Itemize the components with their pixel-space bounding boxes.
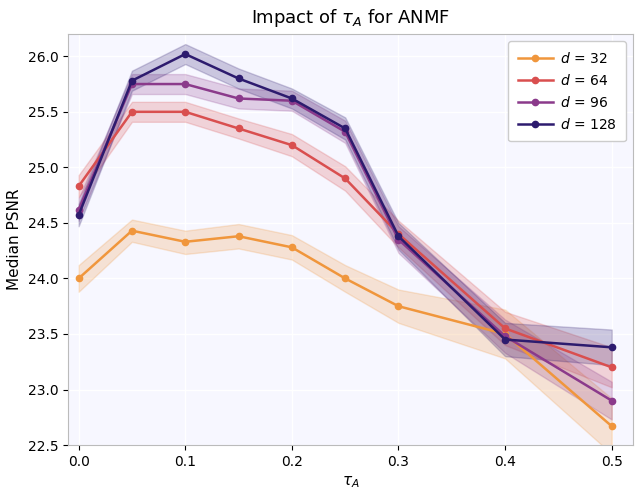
$d$ = 64 [501, 326, 509, 331]
Line: $d$ = 128: $d$ = 128 [76, 51, 615, 350]
$d$ = 128 [181, 51, 189, 57]
$d$ = 96 [181, 81, 189, 87]
$d$ = 128 [288, 95, 296, 101]
Legend: $d$ = 32, $d$ = 64, $d$ = 96, $d$ = 128: $d$ = 32, $d$ = 64, $d$ = 96, $d$ = 128 [508, 41, 626, 141]
$d$ = 64 [235, 126, 243, 132]
$d$ = 64 [181, 109, 189, 115]
$d$ = 96 [288, 98, 296, 104]
$d$ = 96 [395, 237, 403, 243]
$d$ = 96 [608, 398, 616, 404]
$d$ = 96 [501, 333, 509, 339]
$d$ = 32 [341, 275, 349, 281]
Line: $d$ = 64: $d$ = 64 [76, 109, 615, 370]
$d$ = 96 [235, 95, 243, 101]
$d$ = 96 [341, 129, 349, 135]
$d$ = 64 [395, 231, 403, 237]
Y-axis label: Median PSNR: Median PSNR [7, 189, 22, 290]
Line: $d$ = 96: $d$ = 96 [76, 81, 615, 404]
$d$ = 64 [75, 183, 83, 189]
$d$ = 128 [341, 126, 349, 132]
$d$ = 32 [501, 331, 509, 337]
$d$ = 32 [608, 423, 616, 429]
Title: Impact of $\tau_A$ for ANMF: Impact of $\tau_A$ for ANMF [251, 7, 450, 29]
$d$ = 32 [128, 228, 136, 234]
$d$ = 128 [75, 212, 83, 218]
$d$ = 32 [75, 275, 83, 281]
$d$ = 128 [608, 344, 616, 350]
$d$ = 32 [395, 303, 403, 309]
$d$ = 128 [501, 336, 509, 342]
$d$ = 64 [608, 364, 616, 370]
$d$ = 64 [288, 142, 296, 148]
$d$ = 96 [75, 207, 83, 213]
$d$ = 32 [181, 239, 189, 245]
$d$ = 64 [341, 175, 349, 181]
$d$ = 96 [128, 81, 136, 87]
$d$ = 128 [128, 78, 136, 83]
Line: $d$ = 32: $d$ = 32 [76, 228, 615, 429]
$d$ = 128 [395, 233, 403, 239]
$d$ = 32 [235, 233, 243, 239]
X-axis label: $\tau_A$: $\tau_A$ [342, 474, 360, 490]
$d$ = 128 [235, 76, 243, 82]
$d$ = 64 [128, 109, 136, 115]
$d$ = 32 [288, 245, 296, 250]
